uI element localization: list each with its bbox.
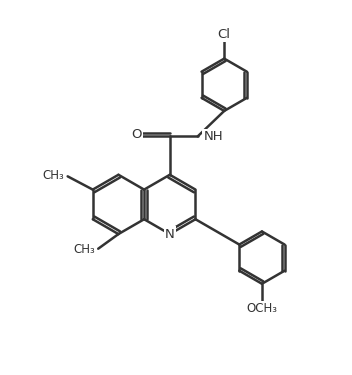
Text: NH: NH <box>203 130 223 143</box>
Text: N: N <box>165 228 175 241</box>
Text: Cl: Cl <box>218 28 231 41</box>
Text: OCH₃: OCH₃ <box>246 302 277 315</box>
Text: CH₃: CH₃ <box>73 243 95 256</box>
Text: CH₃: CH₃ <box>42 169 64 182</box>
Text: O: O <box>131 128 142 141</box>
